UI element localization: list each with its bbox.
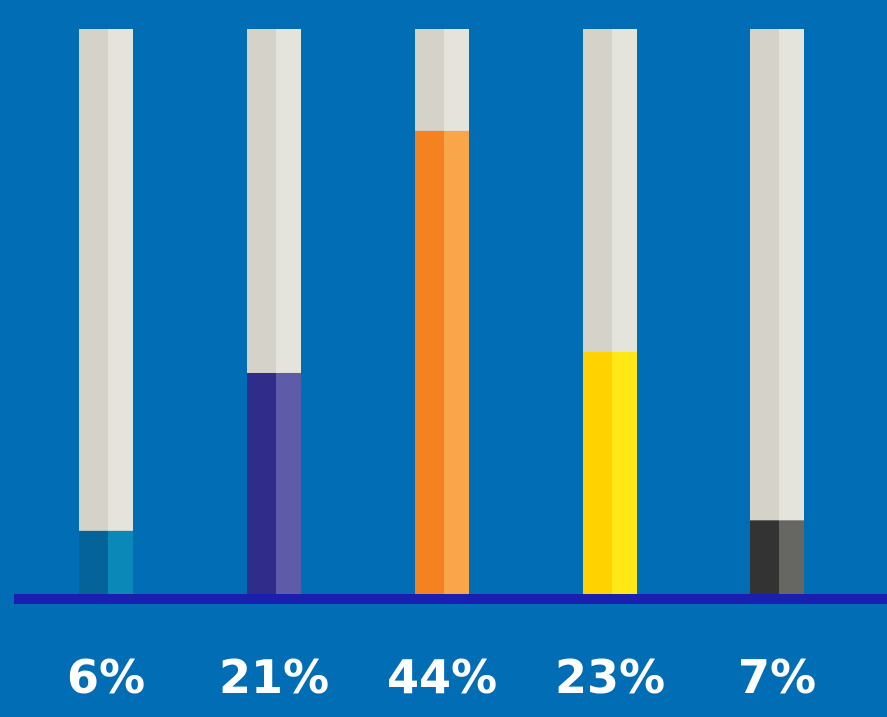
bar-fill	[79, 530, 108, 594]
bar-fill-highlight	[276, 372, 301, 594]
bar-track-left	[750, 29, 779, 594]
bar-value-label: 44%	[387, 650, 497, 704]
bar-value-label: 23%	[555, 650, 665, 704]
bars-layer	[79, 29, 804, 594]
bar-group-3	[415, 29, 469, 594]
bar-value-label: 21%	[219, 650, 329, 704]
bar-fill-highlight	[108, 530, 133, 594]
bar-track-right	[108, 29, 133, 594]
labels-layer: 6% 21% 44% 23% 7%	[67, 650, 816, 704]
bar-fill-highlight	[779, 520, 804, 594]
bar-track-left	[79, 29, 108, 594]
bar-group-4	[583, 29, 637, 594]
bar-fill	[247, 372, 276, 594]
bar-group-1	[79, 29, 133, 594]
bar-value-label: 6%	[67, 650, 145, 704]
bar-fill	[750, 520, 779, 594]
bar-track-right	[779, 29, 804, 594]
bar-fill-highlight	[444, 130, 469, 594]
bar-group-2	[247, 29, 301, 594]
bar-fill	[415, 130, 444, 594]
bar-value-label: 7%	[738, 650, 816, 704]
bar-fill	[583, 351, 612, 594]
bar-group-5	[750, 29, 804, 594]
bar-fill-highlight	[612, 351, 637, 594]
chart-baseline	[14, 594, 887, 604]
